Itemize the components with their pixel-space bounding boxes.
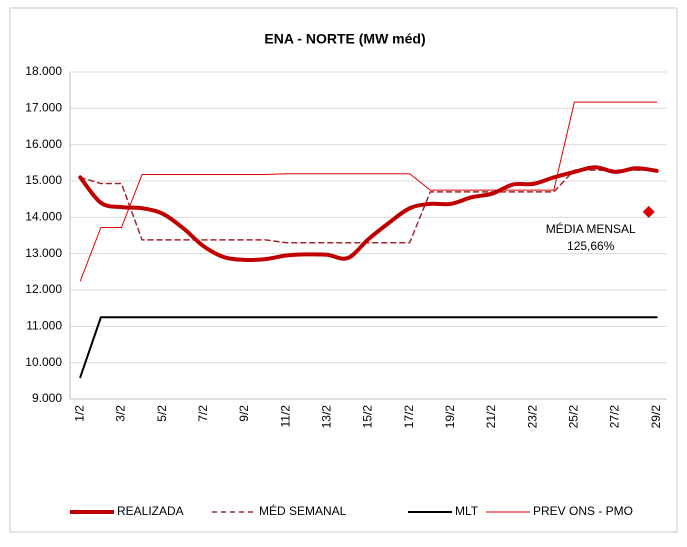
- x-tick-label: 21/2: [484, 405, 498, 429]
- x-tick-label: 5/2: [155, 405, 169, 422]
- legend-label: REALIZADA: [117, 504, 184, 518]
- x-tick-label: 25/2: [567, 405, 581, 429]
- y-tick-label: 14.000: [25, 210, 62, 224]
- annotation-text: 125,66%: [567, 239, 615, 253]
- x-tick-label: 29/2: [649, 405, 663, 429]
- x-tick-label: 1/2: [72, 405, 86, 422]
- series-line: [78, 165, 659, 262]
- x-tick-label: 27/2: [608, 405, 622, 429]
- y-tick-label: 10.000: [25, 355, 62, 369]
- x-tick-label: 15/2: [361, 405, 375, 429]
- y-tick-label: 16.000: [25, 137, 62, 151]
- x-tick-label: 11/2: [278, 405, 292, 428]
- legend-label: MÉD SEMANAL: [259, 503, 347, 518]
- y-tick-label: 11.000: [26, 319, 62, 333]
- x-tick-label: 9/2: [237, 405, 251, 422]
- x-tick-label: 7/2: [196, 405, 210, 422]
- x-tick-label: 3/2: [114, 405, 128, 422]
- series-line: [79, 101, 658, 282]
- x-tick-label: 13/2: [319, 405, 333, 429]
- y-tick-label: 9.000: [32, 391, 62, 405]
- y-tick-label: 12.000: [25, 282, 62, 296]
- series-line: [79, 169, 658, 244]
- y-tick-label: 17.000: [25, 101, 62, 115]
- x-tick-label: 17/2: [402, 405, 416, 429]
- chart-title: ENA - NORTE (MW méd): [264, 31, 425, 47]
- annotation-text: MÉDIA MENSAL: [546, 221, 636, 236]
- legend-label: MLT: [455, 504, 479, 518]
- legend-label: PREV ONS - PMO: [533, 504, 633, 518]
- y-tick-label: 15.000: [25, 173, 62, 187]
- x-tick-label: 19/2: [443, 405, 457, 429]
- y-tick-label: 13.000: [25, 246, 62, 260]
- y-tick-label: 18.000: [25, 64, 62, 78]
- annotation-marker: [642, 205, 655, 218]
- chart-frame: [9, 7, 678, 533]
- series-line: [79, 316, 658, 379]
- x-tick-label: 23/2: [525, 405, 539, 429]
